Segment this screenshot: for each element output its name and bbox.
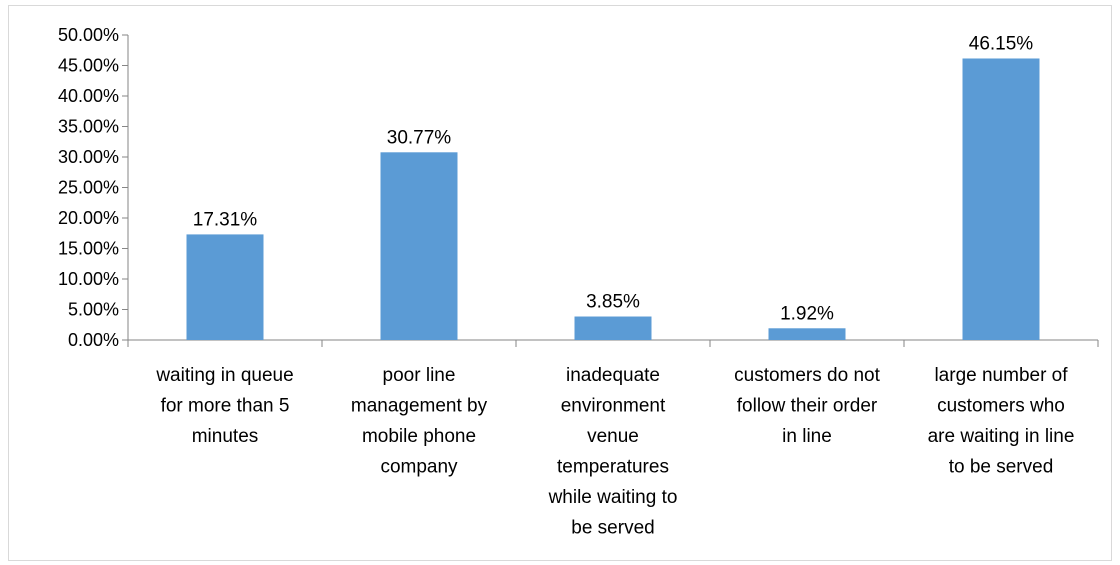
bar: [380, 152, 458, 340]
data-label: 46.15%: [969, 33, 1034, 54]
x-category-label-line: follow their order: [737, 396, 878, 417]
x-category-label-line: temperatures: [557, 457, 669, 478]
bar: [768, 328, 846, 340]
y-tick-label: 10.00%: [58, 269, 119, 289]
x-category-label-line: venue: [587, 426, 639, 447]
x-category-label: large number of customers who are waiting …: [928, 365, 1075, 478]
x-category-label: waiting in queue for more than 5 minutes: [155, 365, 293, 447]
x-category-label-line: customers who: [937, 396, 1065, 417]
y-tick-label: 20.00%: [58, 208, 119, 228]
data-label: 30.77%: [387, 127, 452, 148]
y-tick-label: 0.00%: [68, 330, 119, 350]
x-category-label-line: for more than 5: [161, 396, 290, 417]
x-category-label-line: inadequate: [566, 365, 660, 386]
x-category-label-line: management by: [351, 396, 488, 417]
x-category-label-line: waiting in queue: [155, 365, 293, 386]
x-category-label-line: in line: [782, 426, 832, 447]
y-tick-label: 30.00%: [58, 147, 119, 167]
x-category-label-line: customers do not: [734, 365, 880, 386]
x-category-label: poor line management by mobile phone compan…: [351, 365, 488, 478]
bar: [962, 58, 1040, 341]
data-label: 1.92%: [780, 303, 834, 324]
x-category-label-line: be served: [571, 518, 654, 539]
x-category-label-line: are waiting in line: [928, 426, 1075, 447]
x-category-label-line: large number of: [934, 365, 1068, 386]
y-tick-label: 40.00%: [58, 86, 119, 106]
data-label: 3.85%: [586, 292, 640, 313]
x-category-label: inadequate environment venue temperatures wh…: [548, 365, 678, 539]
x-category-label-line: while waiting to: [548, 487, 678, 508]
x-category-label-line: to be served: [949, 457, 1054, 478]
y-tick-label: 15.00%: [58, 239, 119, 259]
bar: [574, 316, 652, 340]
y-tick-label: 35.00%: [58, 117, 119, 137]
y-tick-label: 5.00%: [68, 300, 119, 320]
x-category-label-line: company: [380, 457, 458, 478]
x-category-label-line: minutes: [192, 426, 259, 447]
x-category-label-line: environment: [561, 396, 666, 417]
x-category-label-line: poor line: [383, 365, 456, 386]
y-tick-label: 50.00%: [58, 25, 119, 45]
y-tick-label: 25.00%: [58, 178, 119, 198]
x-category-label-line: mobile phone: [362, 426, 476, 447]
bar: [186, 234, 264, 340]
data-label: 17.31%: [193, 209, 258, 230]
x-category-label: customers do not follow their order in lin…: [734, 365, 880, 447]
y-tick-label: 45.00%: [58, 56, 119, 76]
